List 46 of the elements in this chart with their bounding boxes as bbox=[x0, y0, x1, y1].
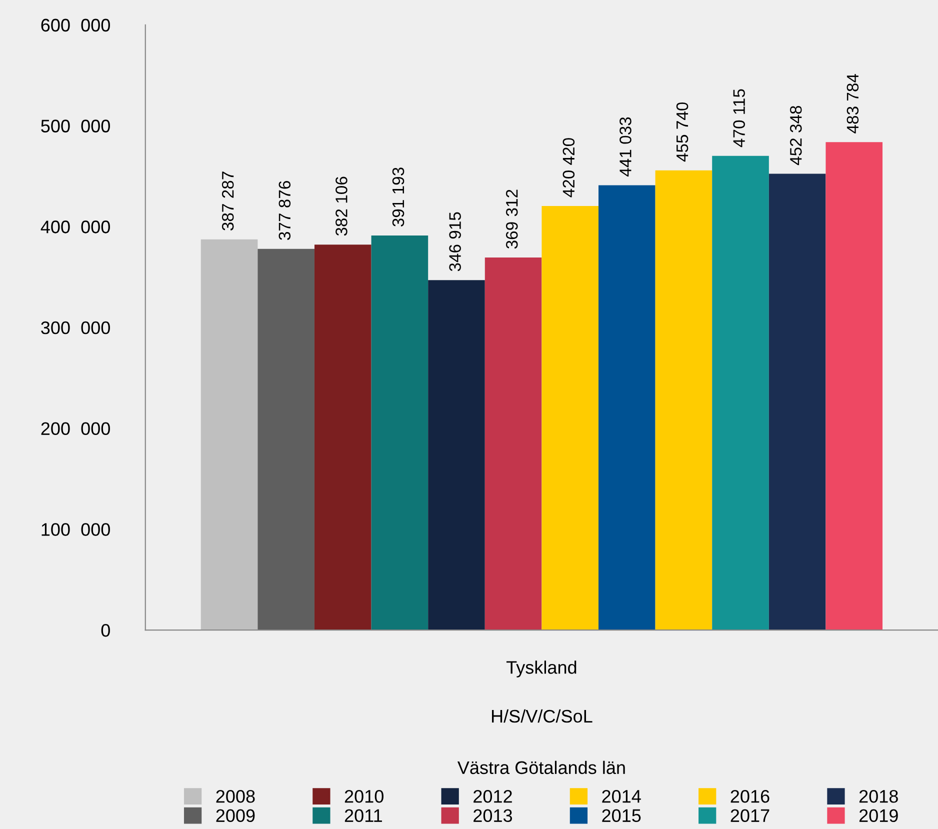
legend-label: 2008 bbox=[216, 790, 255, 803]
bar bbox=[712, 156, 769, 630]
text: Västra Götalands län bbox=[457, 760, 625, 774]
bar bbox=[655, 170, 712, 630]
y-tick-label: 100 000 bbox=[42, 523, 110, 536]
text: H/S/V/C/SoL bbox=[492, 709, 592, 723]
data-label: 377 876 bbox=[278, 181, 291, 240]
bar bbox=[371, 235, 428, 630]
bar bbox=[484, 258, 542, 630]
data-label: 455 740 bbox=[676, 102, 688, 162]
legend-label: 2015 bbox=[602, 809, 641, 822]
data-label: 391 193 bbox=[392, 168, 404, 227]
bar bbox=[200, 239, 258, 630]
data-label: 382 106 bbox=[336, 176, 348, 236]
data-label: 452 348 bbox=[790, 106, 802, 166]
y-tick-label: 500 000 bbox=[41, 120, 110, 132]
bar bbox=[428, 280, 485, 630]
data-label: 369 312 bbox=[506, 190, 518, 249]
bar bbox=[314, 244, 372, 630]
legend-label: 2009 bbox=[216, 809, 255, 822]
bar bbox=[258, 248, 314, 630]
data-label: 346 915 bbox=[449, 212, 461, 272]
bar bbox=[826, 142, 883, 630]
legend-label: 2011 bbox=[344, 809, 382, 822]
y-tick-label: 600 000 bbox=[41, 18, 110, 32]
legend-label: 2010 bbox=[344, 790, 384, 803]
data-label: 483 784 bbox=[846, 74, 859, 134]
data-label: 387 287 bbox=[222, 172, 234, 230]
y-tick-label: 300 000 bbox=[41, 321, 110, 334]
legend-label: 2013 bbox=[474, 809, 512, 822]
legend-label: 2018 bbox=[859, 790, 898, 803]
bar bbox=[542, 206, 598, 630]
y-tick-label: 0 bbox=[101, 624, 110, 637]
y-tick-label: 200 000 bbox=[41, 422, 110, 436]
data-label: 441 033 bbox=[620, 117, 632, 176]
y-tick-label: 400 000 bbox=[40, 220, 110, 234]
legend-label: 2016 bbox=[730, 790, 770, 803]
data-label: 420 420 bbox=[562, 138, 575, 198]
x-tick-label: Tyskland bbox=[506, 660, 576, 678]
bar bbox=[768, 174, 826, 630]
legend-label: 2017 bbox=[730, 809, 770, 822]
data-label: 470 115 bbox=[733, 89, 745, 148]
legend-label: 2019 bbox=[859, 809, 898, 822]
legend-label: 2014 bbox=[602, 790, 641, 803]
bar bbox=[598, 185, 656, 630]
legend-label: 2012 bbox=[474, 790, 512, 803]
